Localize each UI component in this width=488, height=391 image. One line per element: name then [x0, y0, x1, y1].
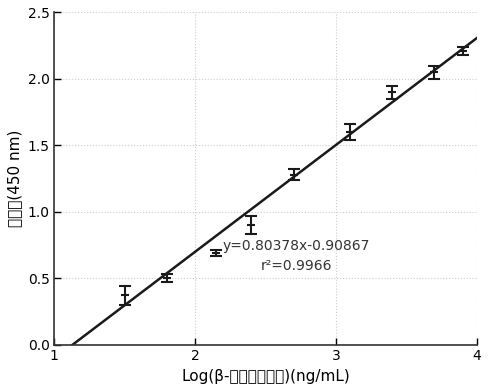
X-axis label: Log(β-乳球蛋白浓度)(ng/mL): Log(β-乳球蛋白浓度)(ng/mL): [181, 369, 350, 384]
Text: y=0.80378x-0.90867
r²=0.9966: y=0.80378x-0.90867 r²=0.9966: [223, 239, 370, 273]
Y-axis label: 吸光値(450 nm): 吸光値(450 nm): [7, 130, 22, 227]
